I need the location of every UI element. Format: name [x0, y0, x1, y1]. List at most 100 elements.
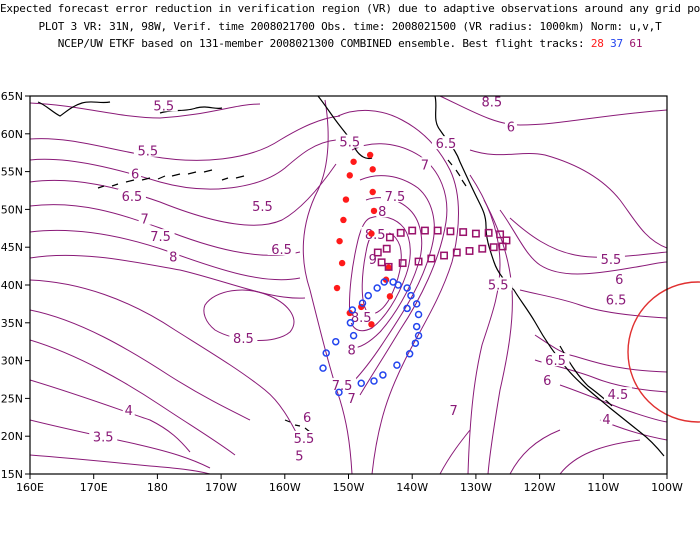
track-61-point — [434, 227, 440, 233]
track-28-point — [340, 217, 346, 223]
track-61-point — [473, 230, 479, 236]
contour-label: 5.5 — [488, 279, 509, 294]
track-61-point — [441, 252, 447, 258]
north-america-coast — [435, 96, 664, 456]
track-61-point — [466, 248, 472, 254]
y-tick-label: 25N — [1, 392, 23, 405]
contour-label: 3.5 — [93, 430, 114, 445]
contour-label: 6.5 — [436, 137, 457, 152]
contour-label: 8 — [348, 344, 356, 359]
track-28-point — [371, 208, 377, 214]
y-tick-label: 30N — [1, 355, 23, 368]
contour-label: 7 — [421, 158, 429, 173]
y-tick-label: 15N — [1, 468, 23, 481]
track-28-point — [370, 189, 376, 195]
alaska-panhandle-islands — [448, 160, 466, 186]
x-axis-ticks: 160E 170E 180 170W 160W 150W 140W 130W 120W 110W 1… — [16, 474, 683, 494]
x-tick-label: 160W — [269, 481, 301, 494]
track-61-point — [378, 259, 384, 265]
track-37-point — [416, 311, 422, 317]
track-37-point — [371, 378, 377, 384]
track-61-point — [479, 246, 485, 252]
track-37-point — [414, 324, 420, 330]
contour-label: 6.5 — [271, 243, 292, 258]
contour-label: 5.5 — [153, 99, 174, 114]
y-tick-label: 50N — [1, 203, 23, 216]
track-28-point — [350, 159, 356, 165]
track-28-point — [368, 321, 374, 327]
contour-label: 8 — [169, 251, 177, 266]
x-tick-label: 140W — [396, 481, 428, 494]
contour-label: 4 — [125, 404, 133, 419]
track-37-point — [351, 333, 357, 339]
contour-label: 6 — [131, 167, 139, 182]
y-tick-label: 60N — [1, 128, 23, 141]
contour-label: 5.5 — [339, 136, 360, 151]
track-28-point — [339, 260, 345, 266]
contour-label: 7 — [348, 392, 356, 407]
track-28-point — [358, 304, 364, 310]
x-tick-label: 110W — [587, 481, 619, 494]
track-61-point — [398, 230, 404, 236]
contour-label: 8 — [378, 205, 386, 220]
track-28-point — [334, 285, 340, 291]
x-tick-label: 120W — [524, 481, 556, 494]
contour-label: 5.5 — [138, 145, 159, 160]
contour-label: 7 — [141, 213, 149, 228]
contour-label: 6 — [543, 374, 551, 389]
track-28-point — [336, 238, 342, 244]
track-61-point — [384, 246, 390, 252]
y-tick-label: 55N — [1, 166, 23, 179]
contour-label: 7.5 — [385, 190, 406, 205]
track-61-point — [422, 227, 428, 233]
track-37-point — [365, 293, 371, 299]
contour-labels: 5.55.566.577.585.56.58.55.5 6.577.588.598… — [89, 95, 632, 465]
contour-label: 6 — [303, 411, 311, 426]
y-tick-label: 45N — [1, 241, 23, 254]
x-tick-label: 170E — [80, 481, 108, 494]
x-tick-label: 160E — [16, 481, 44, 494]
track-37-point — [358, 380, 364, 386]
x-tick-label: 150W — [333, 481, 365, 494]
contour-label: 5 — [295, 449, 303, 464]
contour-label: 6.5 — [122, 190, 143, 205]
y-tick-label: 65N — [1, 90, 23, 103]
x-tick-label: 130W — [460, 481, 492, 494]
track-37-point — [380, 372, 386, 378]
y-tick-label: 35N — [1, 317, 23, 330]
contour-label: 4.5 — [608, 388, 629, 403]
contour-label: 6 — [507, 121, 515, 136]
contour-label: 8.5 — [365, 228, 386, 243]
track-61-point — [460, 229, 466, 235]
track-28-point — [367, 152, 373, 158]
x-tick-label: 170W — [205, 481, 237, 494]
aleutian-islands — [98, 170, 244, 188]
contour-label: 8.5 — [233, 332, 254, 347]
contour-label: 8.5 — [481, 96, 502, 111]
verification-region-circle — [628, 282, 700, 422]
contour-label: 6 — [615, 273, 623, 288]
track-28-point — [368, 230, 374, 236]
y-axis-ticks: 15N 20N 25N 30N 35N 40N 45N 50N 55N 60N 65N — [1, 90, 30, 481]
track-28-point — [343, 196, 349, 202]
track-37-point — [333, 339, 339, 345]
x-tick-label: 100W — [651, 481, 683, 494]
contour-label: 5.5 — [252, 200, 273, 215]
contour-label: 5.5 — [294, 432, 315, 447]
track-28-point — [347, 172, 353, 178]
contour-label: 7.5 — [150, 230, 171, 245]
y-tick-label: 20N — [1, 430, 23, 443]
track-28-point — [387, 293, 393, 299]
x-tick-label: 180 — [147, 481, 168, 494]
contour-label: 5.5 — [601, 253, 622, 268]
contour-label: 6.5 — [606, 294, 627, 309]
track-37-point — [394, 362, 400, 368]
track-37-point — [374, 285, 380, 291]
track-37-point — [320, 365, 326, 371]
contour-label: 6.5 — [545, 354, 566, 369]
track-61-point — [447, 228, 453, 234]
contour-label: 4 — [602, 413, 610, 428]
track-28-point — [370, 166, 376, 172]
y-tick-label: 40N — [1, 279, 23, 292]
